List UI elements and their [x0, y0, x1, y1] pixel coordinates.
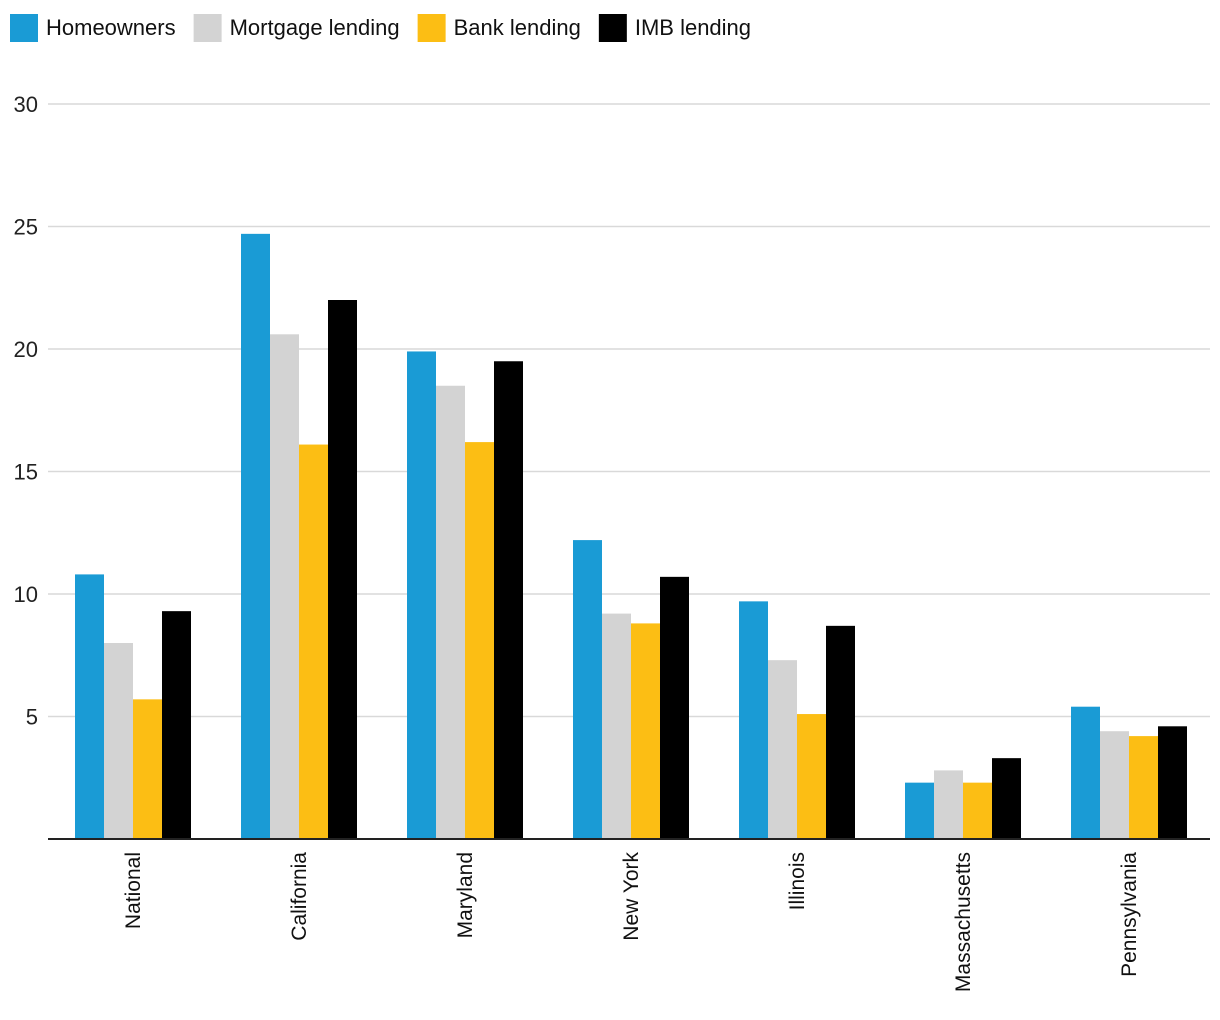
x-tick-label-new-york: New York [620, 852, 643, 941]
x-tick-label-massachusetts: Massachusetts [952, 852, 975, 992]
bar-pennsylvania-bank-lending [1129, 736, 1158, 839]
bar-massachusetts-homeowners [905, 782, 934, 839]
legend-label-homeowners: Homeowners [46, 15, 176, 40]
bar-illinois-bank-lending [797, 714, 826, 839]
y-tick-label-5: 5 [26, 705, 38, 730]
legend-swatch-homeowners [10, 14, 38, 42]
x-tick-label-illinois: Illinois [786, 852, 809, 910]
x-tick-label-maryland: Maryland [454, 852, 477, 938]
bar-national-homeowners [75, 574, 104, 839]
x-tick-label-national: National [122, 852, 145, 929]
bar-illinois-mortgage-lending [768, 660, 797, 839]
bar-new-york-mortgage-lending [602, 613, 631, 839]
bar-california-bank-lending [299, 444, 328, 839]
legend-swatch-imb-lending [598, 14, 627, 42]
bars [75, 233, 1187, 840]
bar-national-mortgage-lending [104, 643, 133, 839]
y-axis-ticks: 5 10 15 20 25 30 [14, 92, 38, 730]
legend-label-imb-lending: IMB lending [635, 15, 751, 40]
legend-swatch-mortgage-lending [193, 14, 222, 42]
bar-massachusetts-imb-lending [992, 758, 1021, 839]
bar-national-imb-lending [162, 611, 191, 839]
bar-maryland-bank-lending [465, 442, 494, 839]
bar-pennsylvania-homeowners [1071, 706, 1100, 839]
legend-label-mortgage-lending: Mortgage lending [230, 15, 400, 40]
bar-new-york-imb-lending [660, 576, 689, 839]
bar-california-mortgage-lending [270, 334, 299, 839]
legend-label-bank-lending: Bank lending [454, 15, 581, 40]
bar-pennsylvania-mortgage-lending [1100, 731, 1129, 839]
bar-pennsylvania-imb-lending [1158, 726, 1187, 839]
bar-maryland-homeowners [407, 351, 436, 839]
bar-california-homeowners [241, 233, 270, 840]
bar-massachusetts-bank-lending [963, 782, 992, 839]
y-tick-label-30: 30 [14, 92, 38, 117]
bar-new-york-homeowners [573, 540, 602, 839]
x-tick-label-california: California [288, 852, 311, 941]
y-tick-label-25: 25 [14, 215, 38, 240]
bar-maryland-imb-lending [494, 361, 523, 839]
y-tick-label-20: 20 [14, 337, 38, 362]
bar-illinois-homeowners [739, 601, 768, 839]
legend-swatch-bank-lending [417, 14, 446, 42]
bar-illinois-imb-lending [826, 625, 855, 839]
legend: Homeowners Mortgage lending Bank lending IM… [10, 14, 751, 42]
x-axis-labels: National California Maryland New York Illino… [122, 852, 1141, 993]
bar-california-imb-lending [328, 300, 357, 839]
y-tick-label-10: 10 [14, 582, 38, 607]
bar-massachusetts-mortgage-lending [934, 770, 963, 839]
bar-new-york-bank-lending [631, 623, 660, 839]
bar-maryland-mortgage-lending [436, 385, 465, 839]
bar-national-bank-lending [133, 699, 162, 839]
y-tick-label-15: 15 [14, 460, 38, 485]
x-tick-label-pennsylvania: Pennsylvania [1118, 852, 1141, 977]
